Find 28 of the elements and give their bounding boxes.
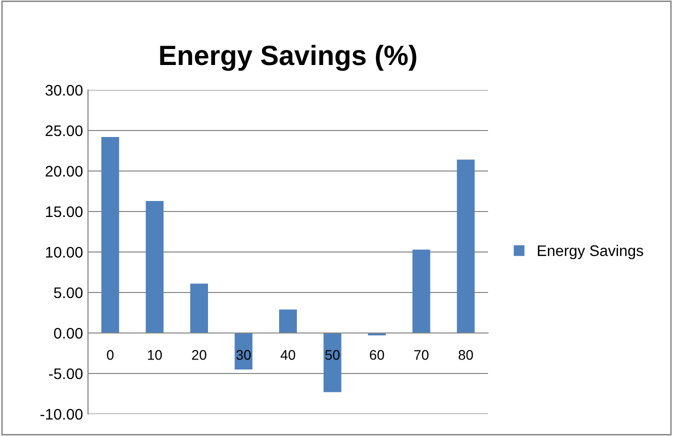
x-tick-label: 30: [236, 350, 251, 360]
bar: [190, 284, 208, 333]
x-tick-label: 80: [458, 350, 473, 360]
y-tick-label: -10.00: [40, 408, 83, 420]
y-tick-label: 5.00: [54, 287, 83, 298]
x-tick-label: 20: [192, 350, 206, 360]
x-tick-label: 70: [414, 350, 429, 360]
bar: [101, 136, 120, 333]
x-tick-label: 60: [370, 350, 384, 360]
bar: [456, 160, 475, 333]
x-tick-label: 10: [148, 350, 162, 360]
bar: [412, 250, 430, 333]
chart-title: Energy Savings (%): [160, 44, 416, 71]
bar: [324, 333, 342, 392]
y-tick-label: -5.00: [49, 368, 83, 380]
y-tick-label: 30.00: [45, 84, 83, 96]
legend-label: Energy Savings: [538, 244, 644, 260]
bar: [146, 200, 164, 333]
y-tick-label: 15.00: [46, 206, 83, 218]
y-tick-label: 0.00: [54, 328, 83, 339]
bar: [279, 310, 297, 333]
x-tick-label: 0: [106, 350, 114, 360]
y-tick-label: 20.00: [46, 166, 83, 177]
y-tick-label: 25.00: [46, 125, 83, 136]
x-tick-label: 40: [280, 350, 296, 360]
y-tick-label: 10.00: [46, 246, 83, 258]
x-tick-label: 50: [325, 350, 340, 360]
bar: [234, 333, 252, 370]
